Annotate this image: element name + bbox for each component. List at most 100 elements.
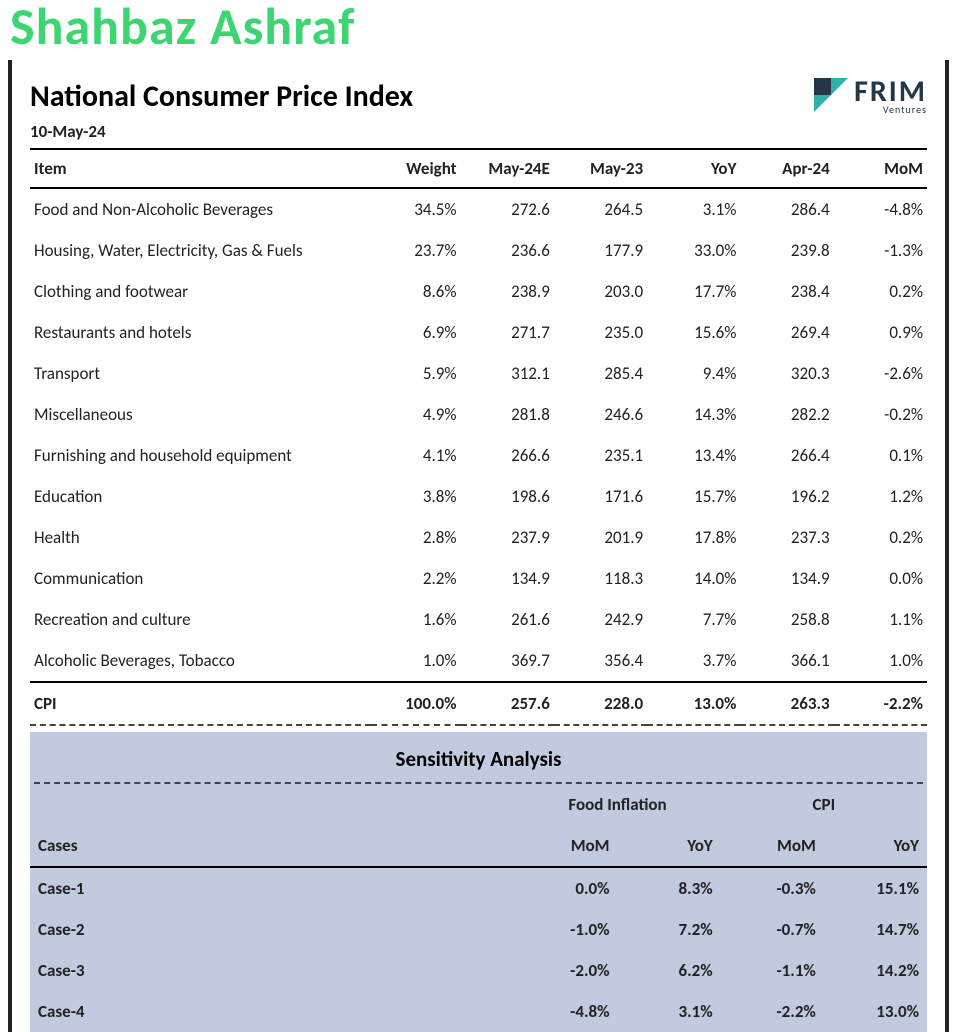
cpi-value: 14.3% bbox=[647, 394, 740, 435]
cpi-value: 269.4 bbox=[740, 312, 833, 353]
cpi-item-name: Restaurants and hotels bbox=[30, 312, 371, 353]
sensitivity-table: Food Inflation CPI Cases MoM YoY MoM YoY… bbox=[30, 784, 927, 1032]
cpi-value: 15.7% bbox=[647, 476, 740, 517]
cpi-value: 285.4 bbox=[554, 353, 647, 394]
cpi-table: Item Weight May-24E May-23 YoY Apr-24 Mo… bbox=[30, 148, 927, 726]
title-block: National Consumer Price Index 10-May-24 bbox=[30, 78, 814, 148]
cpi-value: 366.1 bbox=[740, 640, 833, 682]
cpi-item-name: Miscellaneous bbox=[30, 394, 371, 435]
cpi-value: 13.4% bbox=[647, 435, 740, 476]
sens-case-name: Case-1 bbox=[30, 867, 514, 909]
cpi-value: 17.7% bbox=[647, 271, 740, 312]
cpi-value: 237.3 bbox=[740, 517, 833, 558]
col-item: Item bbox=[30, 149, 371, 188]
cpi-value: 281.8 bbox=[461, 394, 554, 435]
cpi-value: 2.8% bbox=[371, 517, 461, 558]
cropped-header-text: Shahbaz Ashraf bbox=[0, 0, 957, 56]
logo-text: FRIM bbox=[854, 78, 927, 105]
logo-text-wrap: FRIM Ventures bbox=[854, 78, 927, 115]
cpi-row: Miscellaneous4.9%281.8246.614.3%282.2-0.… bbox=[30, 394, 927, 435]
cpi-value: 3.8% bbox=[371, 476, 461, 517]
cpi-value: 282.2 bbox=[740, 394, 833, 435]
cpi-row: Recreation and culture1.6%261.6242.97.7%… bbox=[30, 599, 927, 640]
cpi-value: 201.9 bbox=[554, 517, 647, 558]
cpi-value: 272.6 bbox=[461, 188, 554, 230]
cpi-value: 266.6 bbox=[461, 435, 554, 476]
sens-case-name: Case-4 bbox=[30, 991, 514, 1032]
sens-value: -1.0% bbox=[514, 909, 617, 950]
sens-row: Case-3-2.0%6.2%-1.1%14.2% bbox=[30, 950, 927, 991]
cpi-value: 266.4 bbox=[740, 435, 833, 476]
cpi-value: 236.6 bbox=[461, 230, 554, 271]
sens-value: 7.2% bbox=[618, 909, 721, 950]
sens-row: Case-4-4.8%3.1%-2.2%13.0% bbox=[30, 991, 927, 1032]
cpi-value: 14.0% bbox=[647, 558, 740, 599]
cpi-value: 258.8 bbox=[740, 599, 833, 640]
sens-value: 0.0% bbox=[514, 867, 617, 909]
cpi-item-name: Transport bbox=[30, 353, 371, 394]
cpi-row: Housing, Water, Electricity, Gas & Fuels… bbox=[30, 230, 927, 271]
cpi-value: 177.9 bbox=[554, 230, 647, 271]
cpi-row: Communication2.2%134.9118.314.0%134.90.0… bbox=[30, 558, 927, 599]
col-may24e: May-24E bbox=[461, 149, 554, 188]
sens-row: Case-2-1.0%7.2%-0.7%14.7% bbox=[30, 909, 927, 950]
sensitivity-title: Sensitivity Analysis bbox=[34, 738, 923, 784]
cpi-value: 196.2 bbox=[740, 476, 833, 517]
cpi-total-value: 263.3 bbox=[740, 682, 833, 725]
cpi-value: 312.1 bbox=[461, 353, 554, 394]
cpi-row: Restaurants and hotels6.9%271.7235.015.6… bbox=[30, 312, 927, 353]
cpi-total-value: 257.6 bbox=[461, 682, 554, 725]
cpi-item-name: Alcoholic Beverages, Tobacco bbox=[30, 640, 371, 682]
cpi-total-row: CPI100.0%257.6228.013.0%263.3-2.2% bbox=[30, 682, 927, 725]
cpi-value: 235.1 bbox=[554, 435, 647, 476]
sens-value: -2.0% bbox=[514, 950, 617, 991]
cpi-value: 1.1% bbox=[834, 599, 927, 640]
cpi-value: 242.9 bbox=[554, 599, 647, 640]
sens-case-name: Case-3 bbox=[30, 950, 514, 991]
cpi-row: Alcoholic Beverages, Tobacco1.0%369.7356… bbox=[30, 640, 927, 682]
cpi-row: Clothing and footwear8.6%238.9203.017.7%… bbox=[30, 271, 927, 312]
col-mom: MoM bbox=[834, 149, 927, 188]
cpi-value: 134.9 bbox=[740, 558, 833, 599]
sens-col-food-mom: MoM bbox=[514, 825, 617, 867]
cpi-value: -1.3% bbox=[834, 230, 927, 271]
cpi-value: 235.0 bbox=[554, 312, 647, 353]
cpi-value: 134.9 bbox=[461, 558, 554, 599]
sens-value: 13.0% bbox=[824, 991, 927, 1032]
sens-value: -1.1% bbox=[721, 950, 824, 991]
sens-value: -0.7% bbox=[721, 909, 824, 950]
cpi-table-head: Item Weight May-24E May-23 YoY Apr-24 Mo… bbox=[30, 149, 927, 188]
report-date: 10-May-24 bbox=[30, 121, 814, 142]
cpi-item-name: Clothing and footwear bbox=[30, 271, 371, 312]
cpi-value: -2.6% bbox=[834, 353, 927, 394]
cpi-item-name: Furnishing and household equipment bbox=[30, 435, 371, 476]
cpi-value: 1.2% bbox=[834, 476, 927, 517]
cpi-value: 238.4 bbox=[740, 271, 833, 312]
cpi-value: 23.7% bbox=[371, 230, 461, 271]
cpi-value: 1.0% bbox=[834, 640, 927, 682]
cpi-value: 369.7 bbox=[461, 640, 554, 682]
sens-value: -2.2% bbox=[721, 991, 824, 1032]
cpi-total-value: 13.0% bbox=[647, 682, 740, 725]
cpi-value: 237.9 bbox=[461, 517, 554, 558]
sens-value: 14.2% bbox=[824, 950, 927, 991]
cpi-value: 33.0% bbox=[647, 230, 740, 271]
sens-value: 14.7% bbox=[824, 909, 927, 950]
cpi-row: Furnishing and household equipment4.1%26… bbox=[30, 435, 927, 476]
cpi-value: 320.3 bbox=[740, 353, 833, 394]
col-may23: May-23 bbox=[554, 149, 647, 188]
sens-value: 15.1% bbox=[824, 867, 927, 909]
cpi-value: 0.1% bbox=[834, 435, 927, 476]
cpi-value: 3.7% bbox=[647, 640, 740, 682]
cpi-item-name: Education bbox=[30, 476, 371, 517]
cpi-value: 4.9% bbox=[371, 394, 461, 435]
cpi-row: Education3.8%198.6171.615.7%196.21.2% bbox=[30, 476, 927, 517]
cpi-value: -0.2% bbox=[834, 394, 927, 435]
logo-icon bbox=[814, 78, 848, 112]
sens-value: 8.3% bbox=[618, 867, 721, 909]
report-title: National Consumer Price Index bbox=[30, 78, 814, 115]
header-row: National Consumer Price Index 10-May-24 … bbox=[30, 78, 927, 148]
cpi-item-name: Food and Non-Alcoholic Beverages bbox=[30, 188, 371, 230]
cpi-value: 5.9% bbox=[371, 353, 461, 394]
sens-col-food-yoy: YoY bbox=[618, 825, 721, 867]
